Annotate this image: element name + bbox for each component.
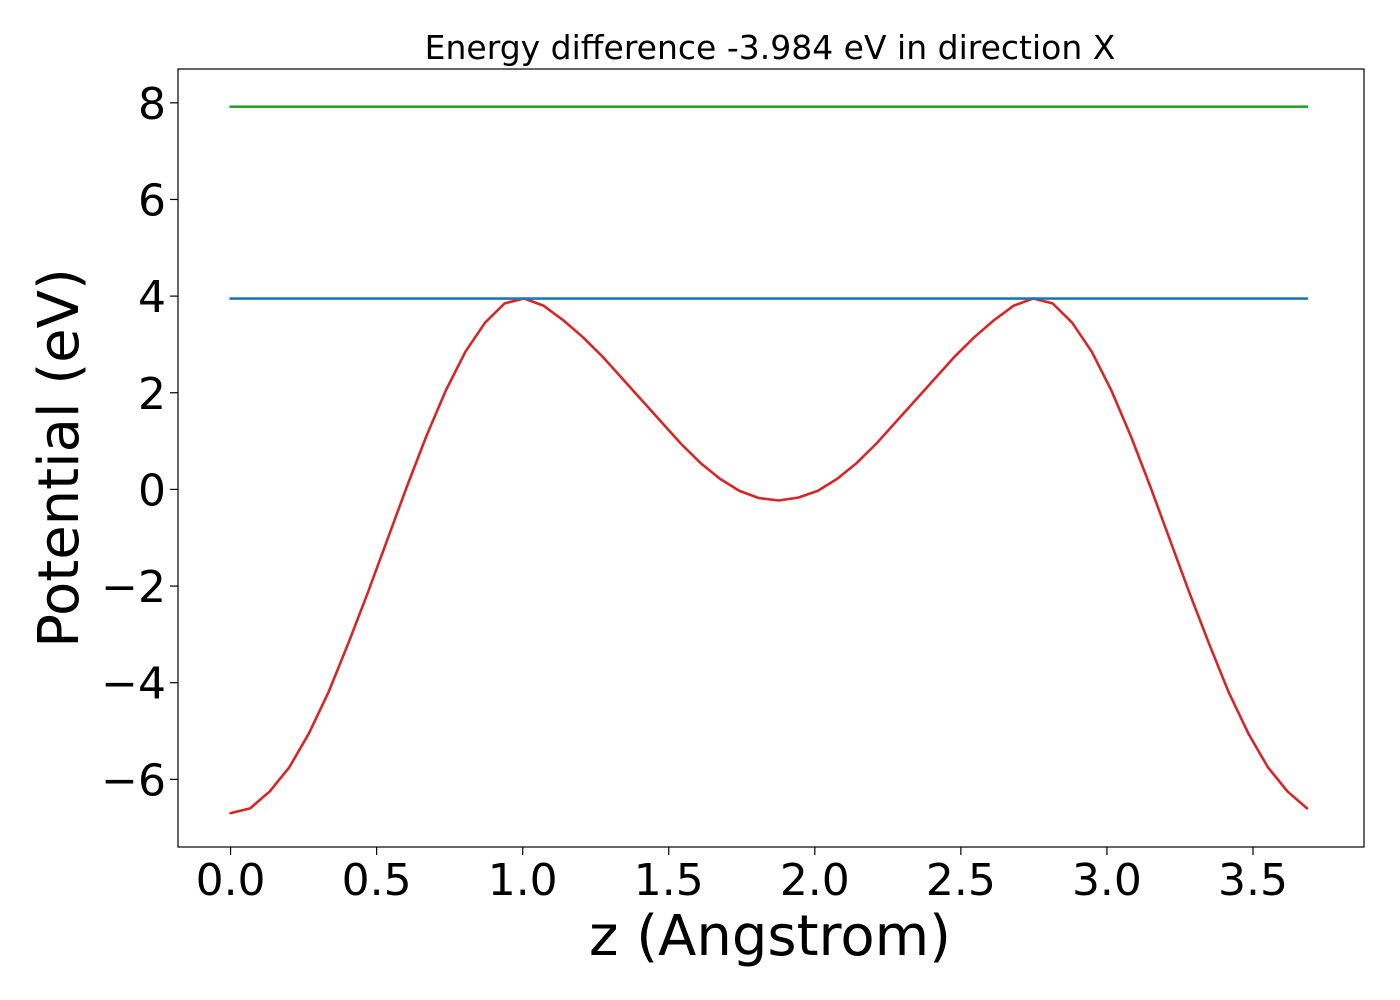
x-tick-label-3: 1.5 [634,855,704,906]
y-axis-label: Potential (eV) [27,268,92,648]
y-tick-label-0: 8 [138,79,166,130]
x-tick-label-2: 1.0 [488,855,558,906]
y-tick-label-1: 6 [138,175,166,226]
chart-title: Energy difference -3.984 eV in direction… [425,28,1116,67]
y-tick-label-6: −4 [101,659,166,710]
x-tick-label-7: 3.5 [1218,855,1288,906]
x-tick-label-0: 0.0 [196,855,266,906]
axes-layer: 0.0 0.5 1.0 1.5 2.0 2.5 3.0 3.5 8 6 4 2 0 −2 −4 −6 [101,68,1365,906]
x-tick-label-4: 2.0 [780,855,850,906]
x-tick-label-1: 0.5 [342,855,412,906]
y-tick-label-3: 2 [138,369,166,420]
series-layer [229,105,1309,815]
y-tick-label-7: −6 [101,755,166,806]
x-tick-label-5: 2.5 [926,855,996,906]
y-tick-label-4: 0 [138,465,166,516]
y-tick-label-5: −2 [101,562,166,613]
y-tick-label-2: 4 [138,272,166,323]
series-line-0 [229,297,1309,815]
x-axis-label: z (Angstrom) [589,904,951,969]
plot-frame [177,68,1365,848]
x-tick-label-6: 3.0 [1072,855,1142,906]
